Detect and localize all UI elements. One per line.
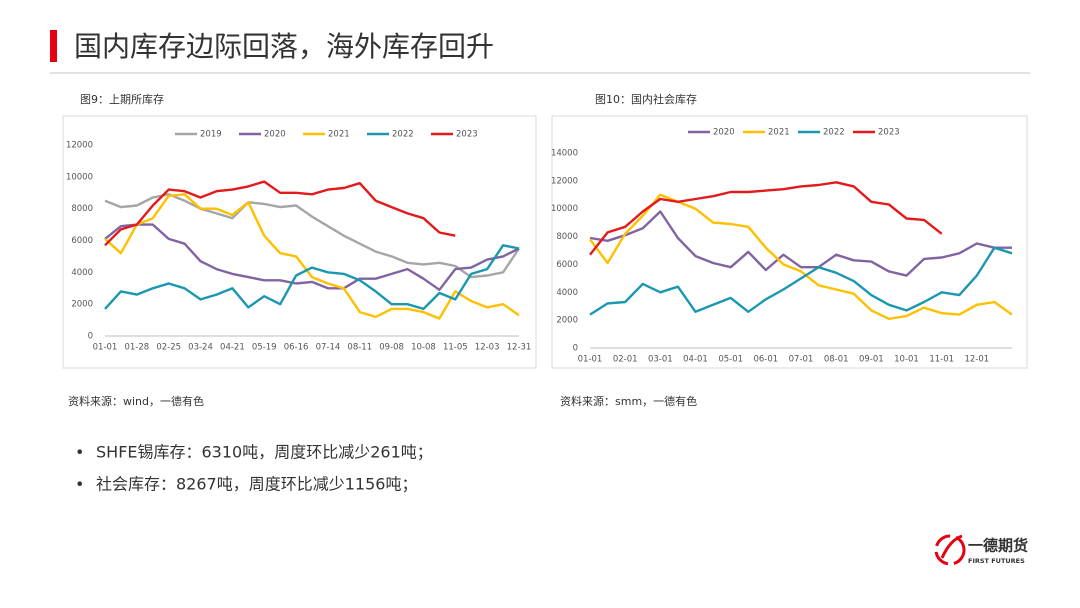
series-line (589, 181, 943, 256)
x-tick-label: 02-25 (156, 343, 181, 353)
legend-label: 2020 (264, 130, 286, 140)
x-tick-label: 11-05 (443, 343, 468, 353)
chart-caption: 图10：国内社会库存 (595, 92, 697, 106)
x-tick-label: 10-08 (411, 343, 436, 353)
series-line (104, 223, 520, 291)
x-tick-label: 08-01 (824, 355, 849, 365)
series-line (589, 193, 1013, 320)
series-line (589, 246, 1013, 316)
chart-source: 资料来源：smm，一德有色 (560, 394, 697, 408)
x-tick-label: 03-24 (188, 343, 213, 353)
logo-english: FIRST FUTURES (968, 557, 1025, 565)
legend-label: 2020 (713, 128, 735, 138)
x-tick-label: 02-01 (613, 355, 638, 365)
x-tick-label: 09-01 (859, 355, 884, 365)
x-tick-label: 04-01 (683, 355, 708, 365)
y-tick-label: 8000 (556, 232, 578, 242)
y-tick-label: 4000 (556, 288, 578, 298)
y-tick-label: 6000 (556, 260, 578, 270)
y-tick-label: 8000 (71, 204, 93, 214)
slide-title: 国内库存边际回落，海外库存回升 (74, 30, 494, 63)
legend-label: 2022 (823, 128, 845, 138)
x-tick-label: 12-01 (964, 355, 989, 365)
legend-label: 2021 (768, 128, 790, 138)
title-bar (50, 30, 57, 62)
bullet-dot: • (75, 443, 84, 462)
x-tick-label: 06-16 (284, 343, 309, 353)
chart-panel (62, 115, 537, 369)
logo: 一德期货 FIRST FUTURES (934, 534, 1028, 566)
y-tick-label: 6000 (71, 236, 93, 246)
x-tick-label: 05-19 (252, 343, 277, 353)
series-line (589, 210, 1012, 277)
series-line (104, 180, 456, 247)
x-tick-label: 01-01 (93, 343, 118, 353)
x-tick-label: 07-14 (316, 343, 341, 353)
y-tick-label: 2000 (556, 316, 578, 326)
x-tick-label: 05-01 (718, 355, 743, 365)
chart-source: 资料来源：wind，一德有色 (68, 394, 204, 408)
bullet-dot: • (75, 475, 84, 494)
legend-label: 2023 (878, 128, 900, 138)
bullet: SHFE锡库存：6310吨，周度环比减少261吨； (96, 443, 433, 462)
y-tick-label: 4000 (71, 268, 93, 278)
x-tick-label: 09-08 (379, 343, 404, 353)
x-tick-label: 10-01 (894, 355, 919, 365)
x-tick-label: 12-31 (507, 343, 532, 353)
logo-name: 一德期货 (968, 537, 1028, 555)
x-tick-label: 04-21 (220, 343, 245, 353)
x-tick-label: 07-01 (789, 355, 814, 365)
y-tick-label: 10000 (66, 172, 93, 182)
y-tick-label: 14000 (551, 149, 578, 159)
chart-caption: 图9：上期所库存 (80, 92, 164, 106)
x-tick-label: 01-28 (124, 343, 149, 353)
x-tick-label: 12-03 (475, 343, 500, 353)
y-tick-label: 12000 (66, 141, 93, 151)
x-tick-label: 08-11 (347, 343, 372, 353)
y-tick-label: 0 (573, 344, 578, 354)
bullet: 社会库存：8267吨，周度环比减少1156吨； (96, 475, 417, 494)
y-tick-label: 10000 (551, 204, 578, 214)
x-tick-label: 06-01 (753, 355, 778, 365)
legend-label: 2023 (456, 130, 478, 140)
logo-swoosh (940, 534, 963, 559)
y-tick-label: 12000 (551, 176, 578, 186)
series-line (104, 193, 520, 320)
legend-label: 2019 (200, 130, 222, 140)
y-tick-label: 0 (88, 332, 93, 342)
x-tick-label: 03-01 (648, 355, 673, 365)
legend-label: 2022 (392, 130, 414, 140)
x-tick-label: 11-01 (929, 355, 954, 365)
legend-label: 2021 (328, 130, 350, 140)
y-tick-label: 2000 (71, 300, 93, 310)
series-line (104, 244, 520, 311)
logo-icon (934, 534, 966, 566)
chart-panel (551, 115, 1028, 369)
x-tick-label: 01-01 (578, 355, 603, 365)
